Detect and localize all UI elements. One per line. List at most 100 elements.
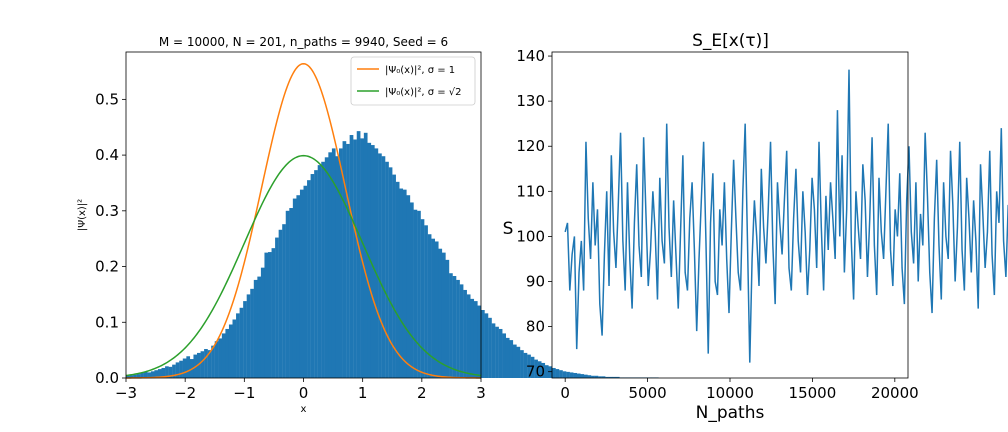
histogram-bar: [481, 310, 485, 378]
histogram-bar: [204, 349, 208, 378]
x-tick-label: −1: [233, 384, 255, 402]
histogram-bar: [150, 371, 155, 378]
legend-frame: [350, 56, 476, 106]
histogram-bar: [186, 356, 191, 378]
histogram-bar: [555, 369, 560, 378]
histogram-bar: [527, 354, 531, 378]
histogram-bar: [292, 198, 297, 378]
histogram-bar: [488, 317, 492, 378]
histogram-bar: [218, 338, 222, 378]
histogram-bar: [537, 361, 542, 378]
histogram-bar: [477, 305, 482, 378]
histogram-subplot: M = 10000, N = 201, n_paths = 9940, Seed…: [77, 35, 659, 415]
histogram-bar: [310, 174, 315, 378]
histogram-bars: [126, 131, 659, 378]
histogram-bar: [598, 376, 602, 378]
x-tick-label: 0: [299, 384, 309, 402]
histogram-bar: [512, 344, 517, 378]
action-x-label: N_paths: [696, 403, 765, 423]
histogram-bar: [544, 365, 549, 378]
action-subplot: S_E[x(τ)] 0 5000 10000 15000 20000 70 80 90 100…: [503, 31, 1008, 423]
histogram-bar: [484, 313, 489, 378]
histogram-bar: [495, 326, 499, 378]
action-x-ticks: 0 5000 10000 15000 20000: [560, 378, 919, 402]
histogram-y-label: |Ψ(x)|²: [77, 199, 88, 231]
histogram-bar: [314, 170, 318, 378]
histogram-bar: [363, 132, 368, 378]
histogram-bar: [569, 372, 574, 378]
histogram-bar: [374, 148, 379, 378]
y-tick-label: 0.5: [95, 90, 119, 108]
histogram-bar: [612, 376, 617, 378]
histogram-bar: [331, 148, 336, 378]
histogram-bar: [324, 157, 329, 378]
histogram-bar: [452, 276, 457, 378]
y-tick-label: 110: [516, 182, 545, 200]
histogram-x-ticks: −3 −2 −1 0 1 2 3: [115, 378, 486, 402]
action-y-ticks: 70 80 90 100 110 120 130 140: [516, 47, 552, 381]
x-tick-label: 5000: [628, 384, 666, 402]
histogram-bar: [370, 145, 375, 378]
histogram-bar: [424, 225, 428, 378]
histogram-bar: [420, 219, 425, 378]
histogram-bar: [516, 346, 521, 378]
histogram-bar: [342, 141, 347, 378]
histogram-bar: [566, 371, 570, 378]
histogram-bar: [541, 362, 546, 378]
legend-label-sigma1: |Ψ₀(x)|², σ = 1: [385, 65, 455, 76]
histogram-bar: [282, 224, 286, 378]
histogram-bar: [246, 294, 251, 378]
histogram-bar: [520, 350, 524, 378]
histogram-bar: [388, 167, 393, 378]
histogram-bar: [431, 238, 435, 378]
histogram-bar: [509, 340, 514, 378]
y-tick-label: 0.4: [95, 146, 119, 164]
histogram-bar: [591, 375, 595, 378]
histogram-bar: [573, 372, 577, 378]
histogram-bar: [605, 376, 609, 378]
histogram-bar: [402, 189, 407, 378]
y-tick-label: 0.3: [95, 202, 119, 220]
histogram-bar: [410, 202, 414, 378]
histogram-bar: [601, 376, 606, 378]
histogram-bar: [434, 241, 439, 378]
histogram-bar: [268, 252, 272, 378]
y-tick-label: 0.0: [95, 369, 119, 387]
histogram-x-label: x: [301, 404, 307, 415]
histogram-bar: [303, 185, 308, 378]
x-tick-label: 0: [560, 384, 570, 402]
histogram-title: M = 10000, N = 201, n_paths = 9940, Seed…: [159, 35, 448, 49]
x-tick-label: 15000: [789, 384, 837, 402]
action-series-line: [564, 69, 1008, 363]
histogram-bar: [346, 143, 350, 378]
histogram-bar: [260, 267, 265, 378]
x-tick-label: 20000: [871, 384, 919, 402]
y-tick-label: 130: [516, 92, 545, 110]
histogram-bar: [583, 374, 588, 378]
histogram-bar: [296, 195, 301, 378]
histogram-bar: [466, 294, 471, 378]
histogram-bar: [157, 369, 162, 378]
histogram-bar: [211, 345, 215, 378]
histogram-bar: [580, 374, 585, 378]
histogram-bar: [140, 372, 144, 378]
histogram-bar: [353, 139, 357, 378]
histogram-bar: [147, 372, 151, 378]
histogram-bar: [356, 131, 361, 378]
histogram-bar: [207, 350, 212, 378]
histogram-bar: [392, 174, 396, 378]
histogram-bar: [449, 273, 453, 378]
histogram-bar: [349, 135, 354, 378]
histogram-bar: [608, 376, 613, 378]
histogram-bar: [395, 181, 400, 378]
y-tick-label: 80: [526, 318, 545, 336]
histogram-bar: [236, 313, 240, 378]
histogram-bar: [271, 248, 276, 378]
histogram-bar: [221, 333, 226, 378]
histogram-bar: [505, 337, 510, 378]
histogram-bar: [335, 156, 340, 378]
histogram-bar: [459, 284, 464, 378]
histogram-bar: [289, 208, 293, 378]
histogram-bar: [278, 229, 283, 378]
